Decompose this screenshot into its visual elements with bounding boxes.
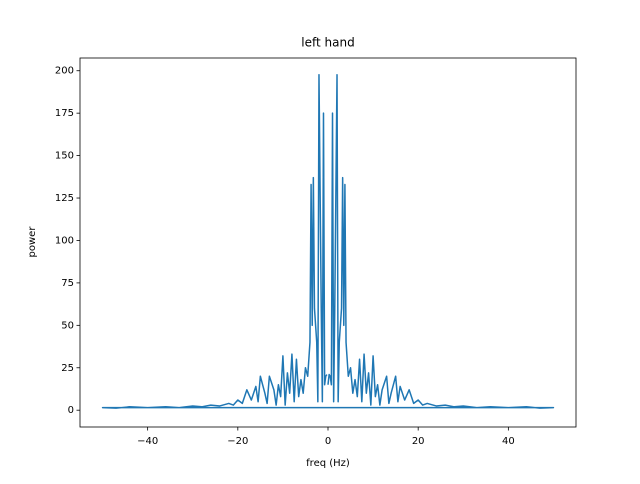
series-line — [101, 74, 555, 409]
x-tick-label: 0 — [325, 436, 331, 447]
y-tick-label: 75 — [61, 278, 74, 289]
chart-title: left hand — [301, 36, 354, 50]
x-tick-label: 20 — [412, 436, 425, 447]
y-tick-label: 100 — [55, 235, 74, 246]
x-axis-label: freq (Hz) — [306, 458, 350, 469]
y-tick-label: 0 — [68, 405, 74, 416]
y-tick-label: 175 — [55, 108, 74, 119]
y-axis-label: power — [27, 226, 38, 258]
x-tick-label: 40 — [502, 436, 515, 447]
y-tick-label: 125 — [55, 193, 74, 204]
plot-frame — [79, 57, 577, 428]
y-tick-label: 25 — [61, 363, 74, 374]
x-tick-label: −20 — [227, 436, 248, 447]
y-tick-label: 150 — [55, 151, 74, 162]
x-tick-label: −40 — [137, 436, 158, 447]
y-tick-label: 50 — [61, 320, 74, 331]
y-tick-label: 200 — [55, 66, 74, 77]
